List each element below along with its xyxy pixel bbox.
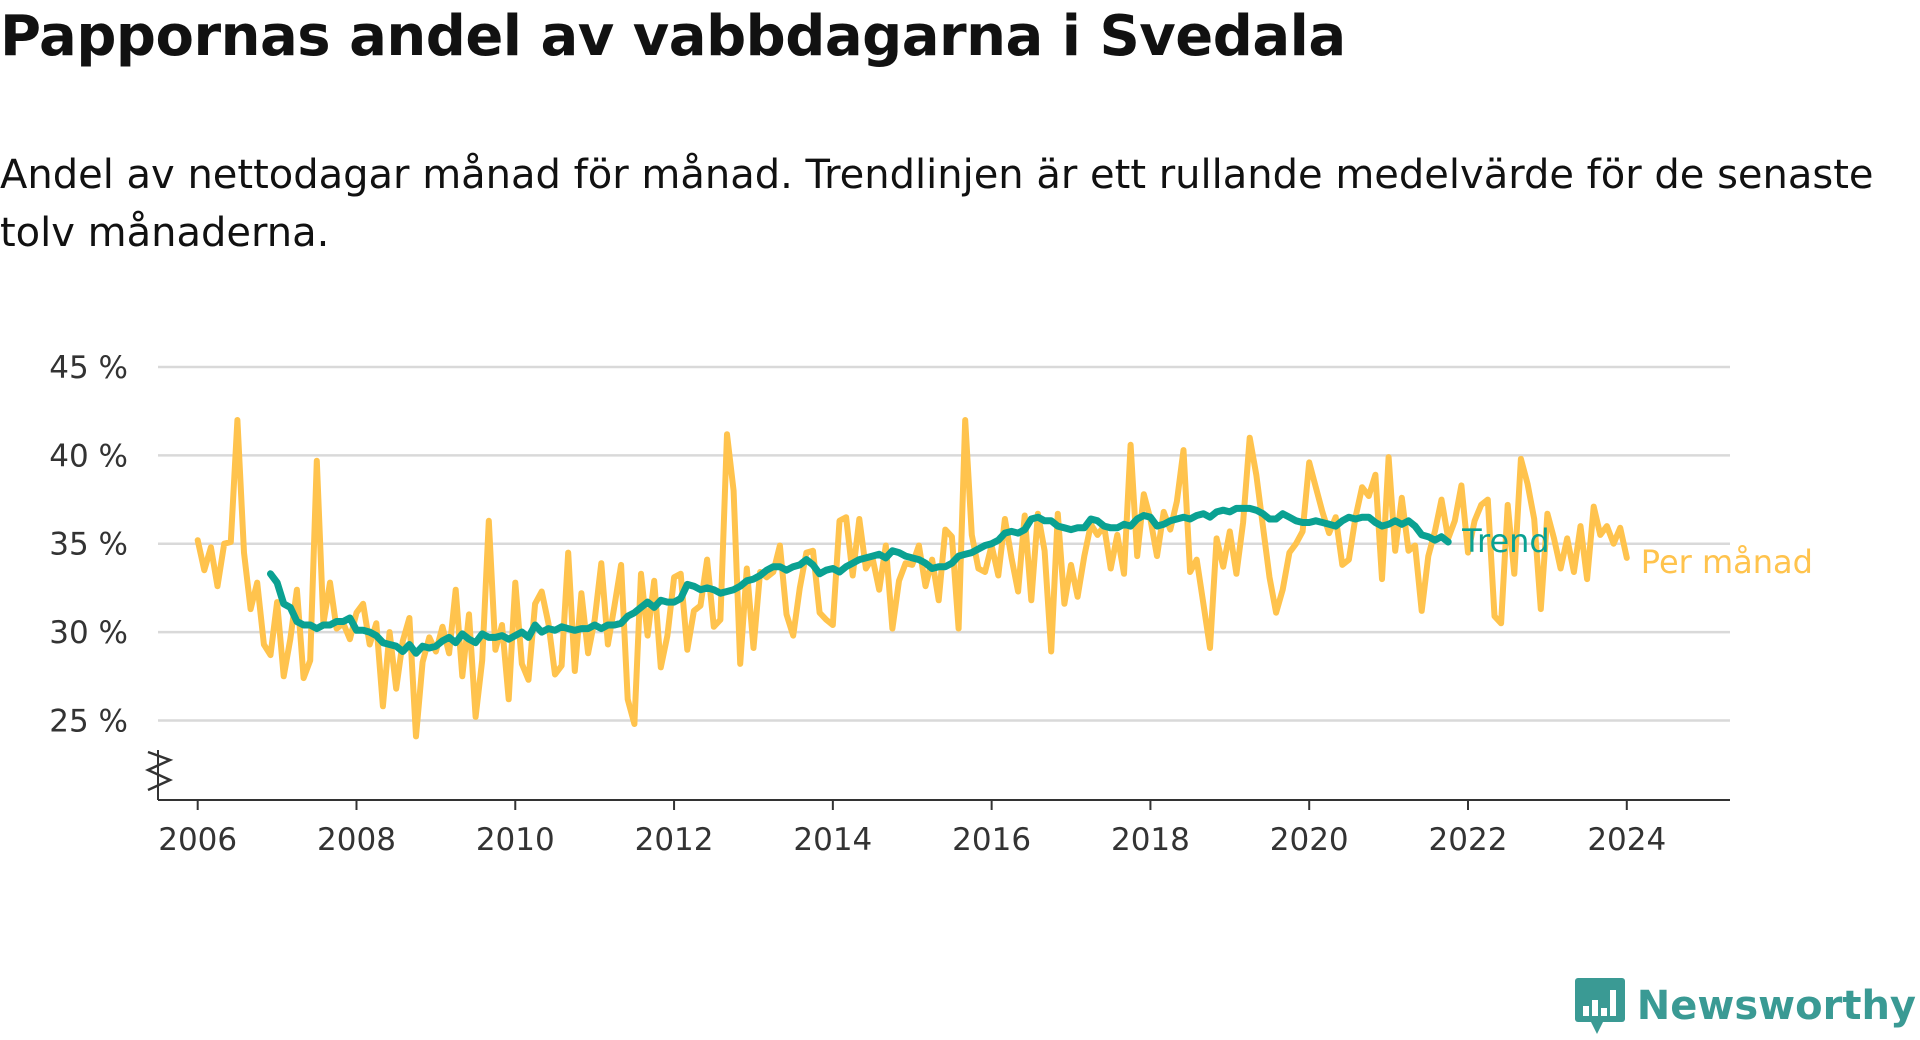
y-tick-label: 25 %	[49, 703, 128, 739]
y-tick-label: 35 %	[49, 527, 128, 563]
x-tick-label: 2006	[158, 822, 237, 858]
monthly-series-label: Per månad	[1641, 543, 1813, 581]
y-tick-label: 45 %	[49, 350, 128, 386]
x-tick-label: 2018	[1111, 822, 1190, 858]
y-tick-label: 40 %	[49, 438, 128, 474]
y-axis-break-symbol	[144, 750, 174, 792]
brand-name: Newsworthy	[1636, 983, 1916, 1029]
monthly-line	[194, 417, 1630, 740]
axes	[144, 750, 1730, 801]
trend-series-label: Trend	[1461, 522, 1550, 560]
x-tick-label: 2024	[1587, 822, 1666, 858]
series-labels: Trend Per månad	[1461, 522, 1813, 581]
x-tick-label: 2022	[1429, 822, 1508, 858]
newsworthy-logo-icon	[1574, 978, 1625, 1034]
x-axis-ticks: 2006 2008 2010 2012 2014 2016 2018 2020 2022 2024	[158, 800, 1666, 858]
brand-logo: Newsworthy	[1573, 976, 1916, 1036]
data-series	[194, 417, 1630, 740]
x-tick-label: 2020	[1270, 822, 1349, 858]
x-tick-label: 2010	[476, 822, 555, 858]
x-tick-label: 2016	[952, 822, 1031, 858]
chart-subtitle: Andel av nettodagar månad för månad. Tre…	[0, 152, 1874, 256]
chart-title: Pappornas andel av vabbdagarna i Svedala	[0, 4, 1346, 69]
x-tick-label: 2014	[793, 822, 872, 858]
y-tick-label: 30 %	[49, 615, 128, 651]
y-axis-ticks: 25 % 30 % 35 % 40 % 45 %	[49, 350, 128, 739]
trend-line	[267, 504, 1452, 657]
x-tick-label: 2012	[635, 822, 714, 858]
x-tick-label: 2008	[317, 822, 396, 858]
